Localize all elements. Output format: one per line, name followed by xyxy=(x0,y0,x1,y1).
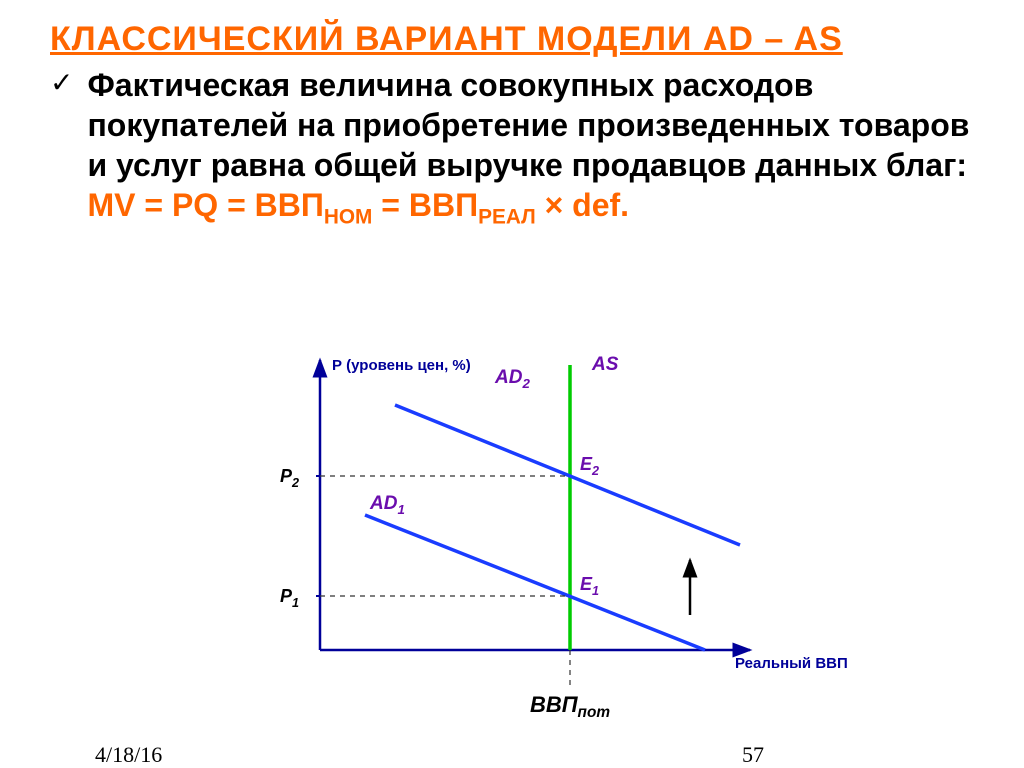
bullet-block: ✓ Фактическая величина совокупных расход… xyxy=(50,65,974,230)
check-icon: ✓ xyxy=(50,65,73,101)
formula-sub1: НОМ xyxy=(324,205,373,228)
footer-page: 57 xyxy=(742,742,764,768)
formula-sub2: РЕАЛ xyxy=(478,205,536,228)
svg-text:ВВПпот: ВВПпот xyxy=(530,692,610,721)
ad-as-chart: Р (уровень цен, %)Реальный ВВПP2P1AD2AD1… xyxy=(250,350,800,720)
formula-mid: = ВВП xyxy=(372,187,478,223)
svg-text:E2: E2 xyxy=(580,454,599,478)
slide-title: КЛАССИЧЕСКИЙ ВАРИАНТ МОДЕЛИ AD – AS xyxy=(50,20,974,59)
formula-pre: MV = PQ = ВВП xyxy=(87,187,323,223)
svg-text:AS: AS xyxy=(591,354,619,375)
formula-line: MV = PQ = ВВПНОМ = ВВПРЕАЛ × def. xyxy=(87,185,974,230)
svg-text:Р (уровень цен, %): Р (уровень цен, %) xyxy=(332,357,471,374)
svg-text:P2: P2 xyxy=(280,466,299,490)
body-paragraph: Фактическая величина совокупных расходов… xyxy=(87,65,974,185)
formula-post: × def. xyxy=(536,187,629,223)
footer-date: 4/18/16 xyxy=(95,742,162,768)
svg-text:AD1: AD1 xyxy=(369,493,405,517)
svg-text:AD2: AD2 xyxy=(494,367,530,391)
chart-svg: Р (уровень цен, %)Реальный ВВПP2P1AD2AD1… xyxy=(250,350,800,720)
svg-text:Реальный ВВП: Реальный ВВП xyxy=(735,655,848,672)
svg-text:P1: P1 xyxy=(280,586,299,610)
svg-text:E1: E1 xyxy=(580,574,599,598)
